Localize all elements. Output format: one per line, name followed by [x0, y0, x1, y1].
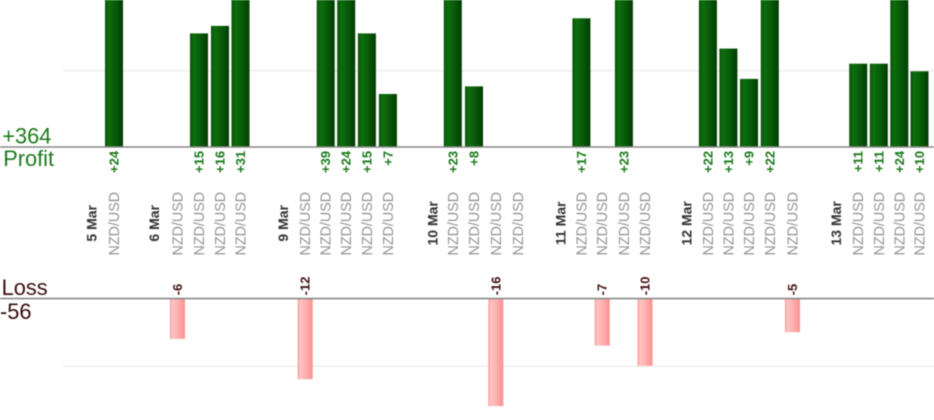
svg-text:+17: +17 — [574, 151, 589, 173]
svg-text:NZD/USD: NZD/USD — [489, 192, 505, 256]
svg-text:+11: +11 — [871, 151, 886, 172]
svg-text:NZD/USD: NZD/USD — [171, 192, 187, 256]
svg-text:5 Mar: 5 Mar — [84, 204, 100, 241]
svg-text:-6: -6 — [170, 284, 185, 296]
svg-text:NZD/USD: NZD/USD — [851, 192, 867, 256]
svg-text:NZD/USD: NZD/USD — [701, 192, 717, 256]
svg-text:NZD/USD: NZD/USD — [467, 192, 483, 256]
svg-text:Loss: Loss — [2, 275, 48, 300]
svg-text:+9: +9 — [742, 151, 757, 166]
svg-text:+10: +10 — [912, 151, 927, 173]
svg-text:NZD/USD: NZD/USD — [107, 192, 123, 256]
svg-text:NZD/USD: NZD/USD — [192, 192, 208, 256]
svg-text:NZD/USD: NZD/USD — [446, 192, 462, 256]
svg-text:NZD/USD: NZD/USD — [381, 192, 397, 256]
svg-text:+31: +31 — [233, 151, 248, 173]
svg-text:NZD/USD: NZD/USD — [892, 192, 908, 256]
svg-text:+11: +11 — [851, 151, 866, 172]
svg-text:13 Mar: 13 Mar — [828, 201, 844, 246]
svg-text:+15: +15 — [192, 151, 207, 173]
svg-text:+23: +23 — [445, 151, 460, 173]
svg-text:NZD/USD: NZD/USD — [298, 192, 314, 256]
svg-text:+24: +24 — [892, 150, 907, 173]
svg-text:NZD/USD: NZD/USD — [638, 192, 654, 256]
svg-text:6 Mar: 6 Mar — [146, 204, 162, 241]
svg-text:NZD/USD: NZD/USD — [742, 192, 758, 256]
svg-text:NZD/USD: NZD/USD — [721, 192, 737, 256]
svg-text:+22: +22 — [762, 151, 777, 173]
svg-text:NZD/USD: NZD/USD — [360, 192, 376, 256]
svg-text:-12: -12 — [298, 277, 313, 296]
svg-text:10 Mar: 10 Mar — [424, 201, 440, 246]
svg-text:NZD/USD: NZD/USD — [872, 192, 888, 256]
svg-text:NZD/USD: NZD/USD — [617, 192, 633, 256]
svg-text:NZD/USD: NZD/USD — [319, 192, 335, 256]
svg-text:+22: +22 — [700, 151, 715, 173]
svg-text:+24: +24 — [339, 150, 354, 173]
svg-text:Profit: Profit — [3, 146, 54, 171]
svg-text:NZD/USD: NZD/USD — [595, 192, 611, 256]
svg-text:12 Mar: 12 Mar — [679, 201, 695, 246]
svg-text:+364: +364 — [2, 123, 51, 148]
svg-text:+13: +13 — [721, 151, 736, 173]
svg-text:NZD/USD: NZD/USD — [574, 192, 590, 256]
svg-text:+16: +16 — [213, 151, 228, 173]
svg-text:-5: -5 — [785, 284, 800, 296]
svg-text:+15: +15 — [359, 151, 374, 173]
svg-text:+24: +24 — [107, 150, 122, 173]
svg-text:9 Mar: 9 Mar — [275, 204, 291, 241]
svg-text:NZD/USD: NZD/USD — [763, 192, 779, 256]
svg-text:+23: +23 — [616, 151, 631, 173]
svg-text:+8: +8 — [467, 151, 482, 166]
svg-text:NZD/USD: NZD/USD — [786, 192, 802, 256]
svg-text:-7: -7 — [595, 284, 610, 296]
svg-text:NZD/USD: NZD/USD — [234, 192, 250, 256]
svg-text:-10: -10 — [638, 277, 653, 296]
svg-text:NZD/USD: NZD/USD — [213, 192, 229, 256]
svg-text:+39: +39 — [318, 151, 333, 173]
svg-text:-16: -16 — [488, 277, 503, 296]
svg-text:+7: +7 — [380, 151, 395, 166]
svg-text:-56: -56 — [0, 299, 32, 324]
svg-text:NZD/USD: NZD/USD — [339, 192, 355, 256]
svg-text:11 Mar: 11 Mar — [553, 201, 569, 245]
svg-text:NZD/USD: NZD/USD — [511, 192, 527, 256]
svg-text:NZD/USD: NZD/USD — [913, 192, 929, 256]
